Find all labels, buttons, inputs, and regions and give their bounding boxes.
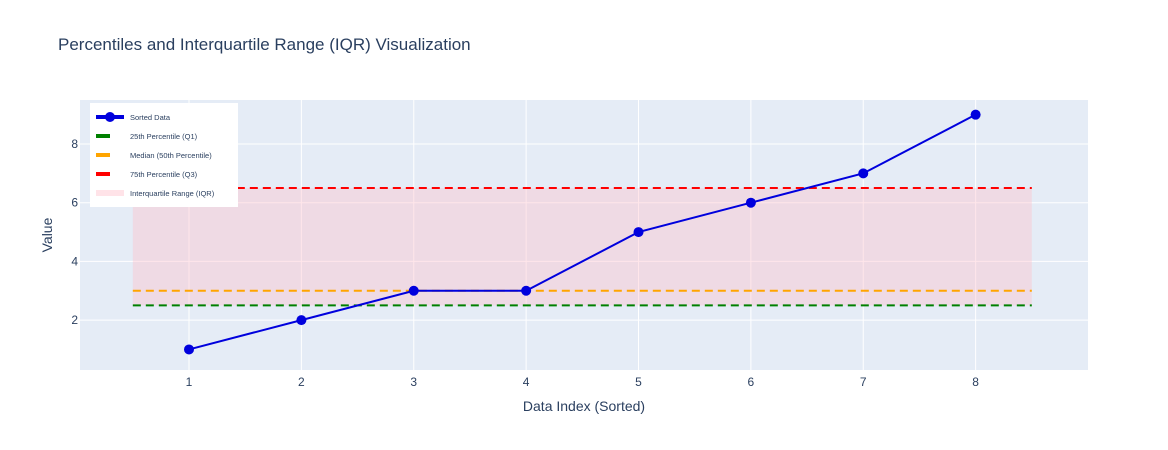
data-point <box>296 315 307 326</box>
sorted-data-line <box>188 113 977 351</box>
data-point <box>408 285 419 296</box>
sorted-data-layer <box>184 109 981 355</box>
y-tick-label: 6 <box>71 196 78 210</box>
legend[interactable]: Sorted Data 25th Percentile (Q1) Median (5… <box>90 103 238 207</box>
x-tick-label: 8 <box>972 375 979 389</box>
y-tick-label: 4 <box>71 254 78 268</box>
legend-swatch <box>96 190 124 196</box>
data-point <box>970 109 981 120</box>
legend-box <box>90 103 238 207</box>
data-point <box>521 285 532 296</box>
iqr-band-layer <box>132 188 1032 306</box>
x-tick-label: 6 <box>748 375 755 389</box>
percentile-lines-layer <box>132 187 1032 307</box>
x-tick-labels: 1 2 3 4 5 6 7 8 <box>186 375 980 389</box>
chart-title: Percentiles and Interquartile Range (IQR… <box>58 35 471 54</box>
plot-area <box>80 100 1088 370</box>
legend-marker <box>105 112 115 122</box>
x-tick-label: 4 <box>523 375 530 389</box>
legend-label: Interquartile Range (IQR) <box>130 189 215 198</box>
legend-label: Sorted Data <box>130 113 171 122</box>
y-tick-label: 8 <box>71 137 78 151</box>
legend-label: 75th Percentile (Q3) <box>130 170 198 179</box>
data-point <box>745 197 756 208</box>
y-tick-labels: 2 4 6 8 <box>71 137 78 327</box>
iqr-band <box>132 188 1032 306</box>
x-tick-label: 5 <box>635 375 642 389</box>
y-tick-label: 2 <box>71 313 78 327</box>
legend-label: Median (50th Percentile) <box>130 151 212 160</box>
legend-label: 25th Percentile (Q1) <box>130 132 198 141</box>
y-axis-title: Value <box>39 217 55 252</box>
data-point <box>858 168 869 179</box>
x-tick-label: 1 <box>186 375 193 389</box>
x-tick-label: 7 <box>860 375 867 389</box>
data-point <box>633 227 644 238</box>
x-tick-label: 2 <box>298 375 305 389</box>
x-tick-label: 3 <box>410 375 417 389</box>
x-axis-title: Data Index (Sorted) <box>523 398 645 414</box>
data-point <box>184 344 195 355</box>
